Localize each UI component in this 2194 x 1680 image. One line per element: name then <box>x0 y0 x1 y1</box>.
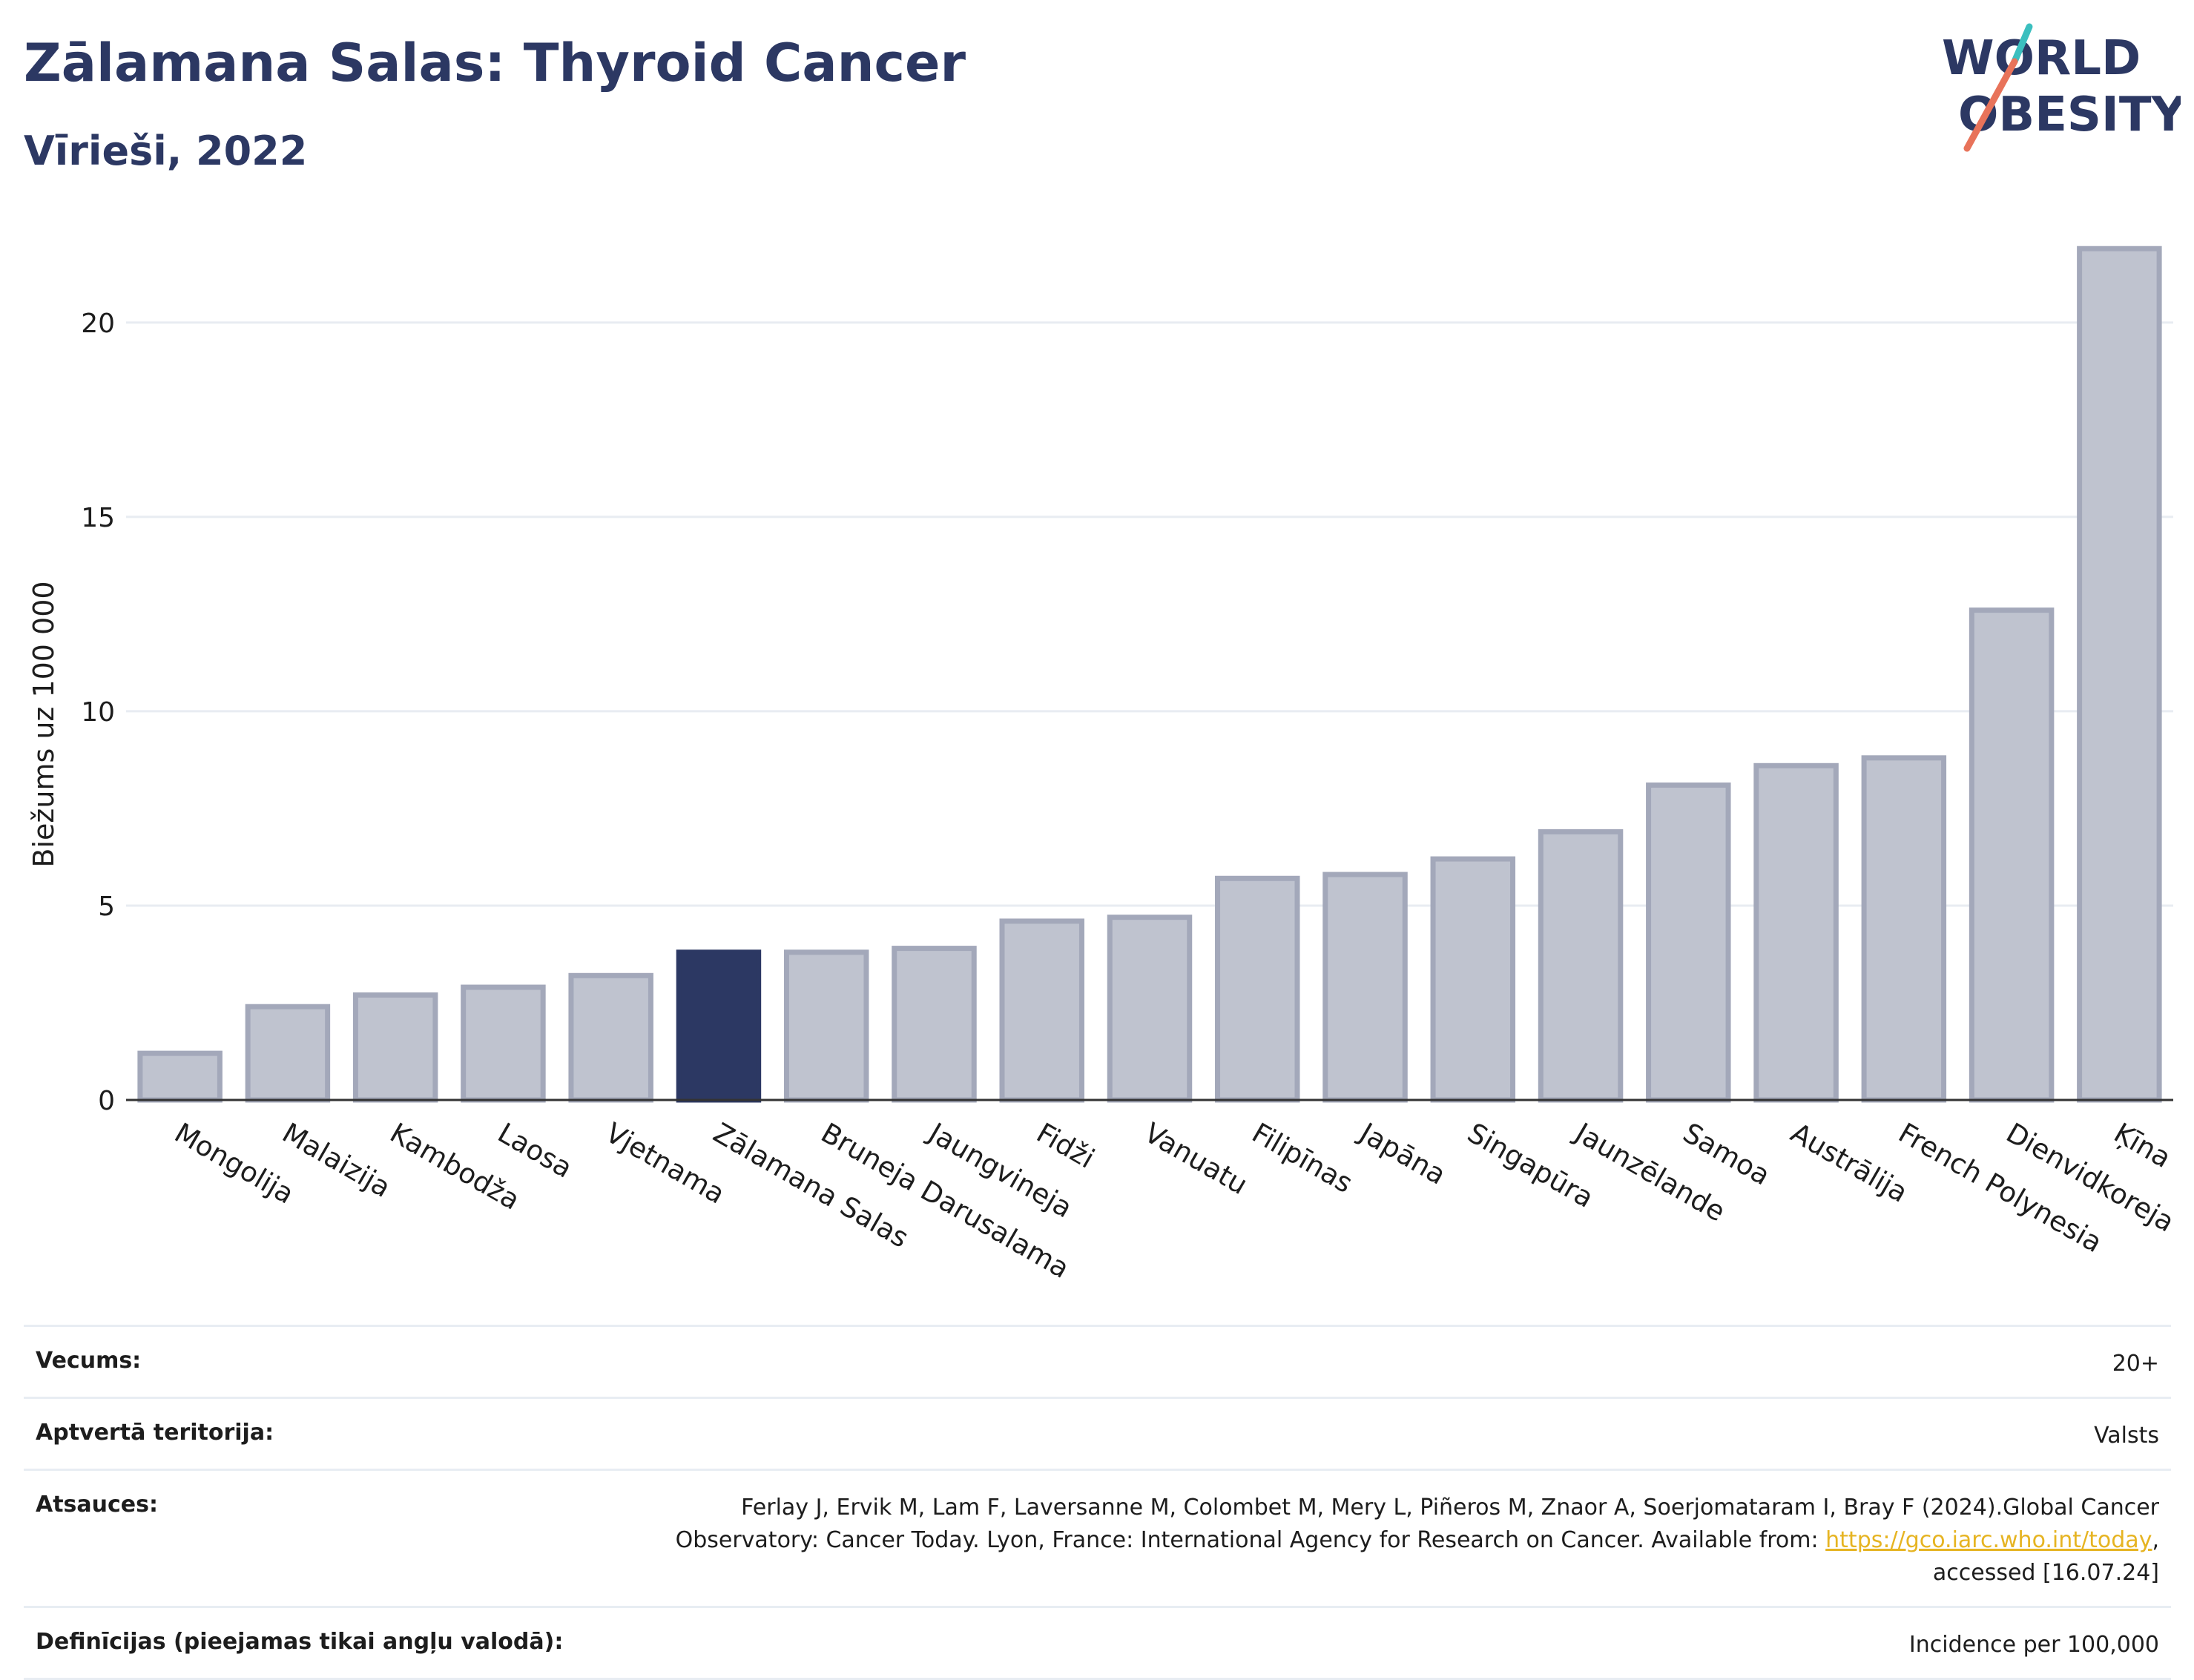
x-tick-label: French Polynesia <box>1893 1117 2107 1259</box>
references-text-3: , <box>2152 1527 2159 1553</box>
logo-line1: WORLD <box>1942 31 2141 86</box>
references-value: Ferlay J, Ervik M, Lam F, Laversanne M, … <box>676 1492 2159 1590</box>
y-axis-label: Biežums uz 100 000 <box>27 581 60 867</box>
logo-coral-stroke <box>1963 58 2018 152</box>
x-tick-label: Japāna <box>1353 1116 1451 1191</box>
x-tick-label: Vanuatu <box>1139 1117 1254 1202</box>
info-row-references: Atsauces: Ferlay J, Ervik M, Lam F, Lave… <box>24 1469 2171 1606</box>
x-tick-label: Malaizija <box>277 1117 395 1204</box>
bar-highlighted[interactable] <box>676 949 762 1103</box>
y-tick-label: 5 <box>98 892 115 922</box>
bar[interactable] <box>2077 246 2162 1103</box>
definitions-value: Incidence per 100,000 <box>1908 1632 2159 1658</box>
x-tick-label: Austrālija <box>1785 1117 1913 1209</box>
x-tick-label: Filipīnas <box>1247 1117 1358 1200</box>
x-tick-label: Mongolija <box>169 1117 299 1210</box>
bar[interactable] <box>137 1050 223 1103</box>
bar[interactable] <box>1538 829 1624 1103</box>
y-tick-label: 20 <box>81 309 115 339</box>
age-label: Vecums: <box>36 1348 142 1374</box>
bar[interactable] <box>568 972 653 1103</box>
chart-subtitle: Vīrieši, 2022 <box>24 128 308 174</box>
info-row-age: Vecums: 20+ <box>24 1325 2171 1397</box>
info-row-definitions: Definīcijas (pieejamas tikai angļu valod… <box>24 1606 2171 1680</box>
coverage-label: Aptvertā teritorija: <box>36 1420 274 1446</box>
references-text-4: accessed [16.07.24] <box>1932 1560 2159 1586</box>
references-text-1: Ferlay J, Ervik M, Lam F, Laversanne M, … <box>741 1495 2159 1521</box>
info-table: Vecums: 20+ Aptvertā teritorija: Valsts … <box>24 1325 2171 1680</box>
y-tick-label: 15 <box>81 503 115 533</box>
bar[interactable] <box>1753 762 1839 1103</box>
bars-layer <box>137 246 2162 1103</box>
bar[interactable] <box>1861 755 1947 1103</box>
bar[interactable] <box>1646 782 1731 1103</box>
world-obesity-logo: WORLD OBESITY <box>1942 23 2181 152</box>
bar[interactable] <box>783 949 869 1103</box>
bar[interactable] <box>1969 607 2055 1103</box>
chart-title: Zālamana Salas: Thyroid Cancer <box>24 33 966 93</box>
info-row-coverage: Aptvertā teritorija: Valsts <box>24 1397 2171 1469</box>
y-tick-labels: 0 5 10 15 20 <box>81 309 115 1116</box>
x-tick-label: Zālamana Salas <box>708 1117 914 1254</box>
y-tick-label: 0 <box>98 1086 115 1116</box>
bar[interactable] <box>1107 915 1193 1103</box>
x-tick-label: Fidži <box>1031 1117 1100 1175</box>
x-tick-label: Vjetnama <box>600 1117 730 1210</box>
bar[interactable] <box>999 918 1084 1103</box>
bar[interactable] <box>245 1004 331 1103</box>
references-link[interactable]: https://gco.iarc.who.int/today <box>1825 1527 2152 1553</box>
references-text-2: Observatory: Cancer Today. Lyon, France:… <box>675 1527 1826 1553</box>
bar[interactable] <box>461 984 546 1103</box>
y-tick-label: 10 <box>81 697 115 728</box>
bar[interactable] <box>1322 872 1408 1103</box>
bar[interactable] <box>1430 856 1516 1103</box>
bar[interactable] <box>352 992 438 1103</box>
age-value: 20+ <box>2112 1351 2159 1377</box>
x-tick-label: Ķīna <box>2109 1117 2176 1175</box>
bar[interactable] <box>892 946 977 1103</box>
x-tick-label: Laosa <box>493 1117 578 1185</box>
coverage-value: Valsts <box>2094 1423 2159 1449</box>
logo-teal-stroke <box>2011 23 2033 65</box>
definitions-label: Definīcijas (pieejamas tikai angļu valod… <box>36 1629 564 1655</box>
bar[interactable] <box>1215 875 1300 1103</box>
references-label: Atsauces: <box>36 1492 158 1518</box>
